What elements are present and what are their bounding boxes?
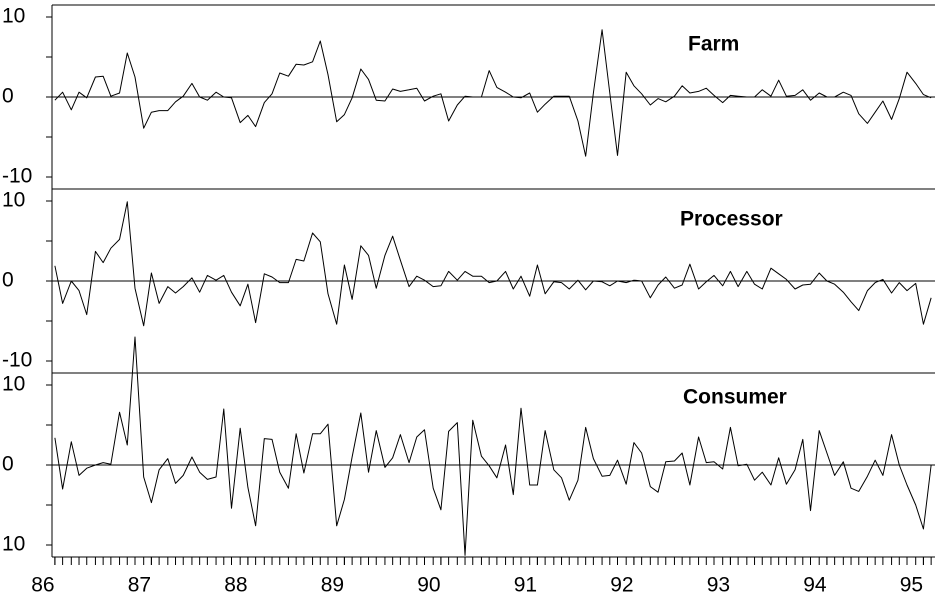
y-tick-label: 10 <box>2 533 25 556</box>
y-tick-label: 0 <box>2 453 14 476</box>
x-tick-label: 95 <box>900 574 923 597</box>
series-line <box>54 336 932 556</box>
x-tick-label: 90 <box>417 574 440 597</box>
x-tick-label: 93 <box>707 574 730 597</box>
y-tick-label: -10 <box>2 349 32 372</box>
y-tick-label: 0 <box>2 269 14 292</box>
y-tick-label: -10 <box>2 165 32 188</box>
panel-label: Consumer <box>683 386 787 409</box>
x-tick-label: 88 <box>224 574 247 597</box>
x-tick-label: 91 <box>514 574 537 597</box>
x-tick-label: 94 <box>803 574 827 597</box>
y-tick-label: 0 <box>2 85 14 108</box>
y-tick-label: 10 <box>2 5 25 28</box>
series-line <box>54 29 932 157</box>
x-tick-label: 92 <box>610 574 633 597</box>
x-tick-label: 87 <box>128 574 151 597</box>
y-tick-label: 10 <box>2 189 25 212</box>
series-line <box>54 201 932 327</box>
y-tick-label: 10 <box>2 373 25 396</box>
panel-label: Farm <box>688 33 739 56</box>
panel-label: Processor <box>680 208 783 231</box>
x-tick-label: 89 <box>321 574 344 597</box>
x-tick-label: 86 <box>31 574 54 597</box>
